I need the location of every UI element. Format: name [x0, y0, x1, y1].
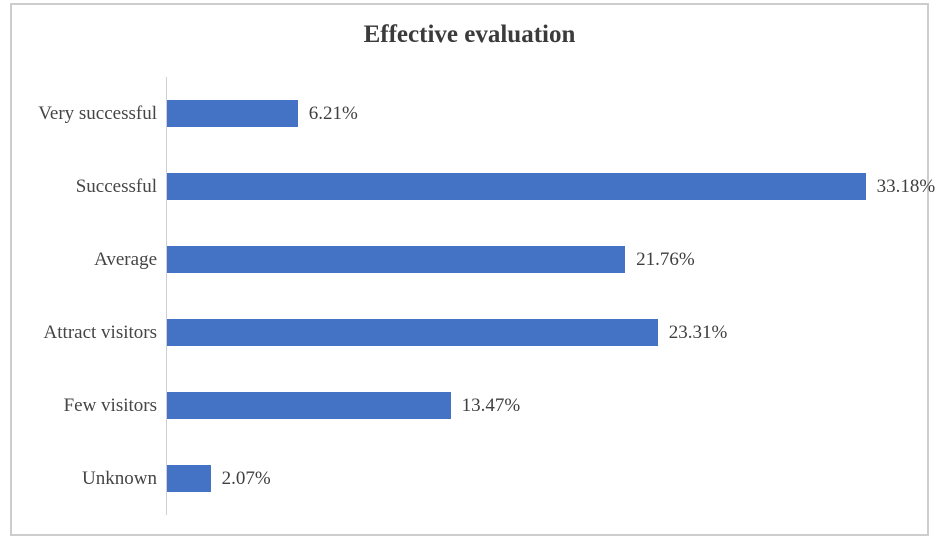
category-label: Attract visitors [43, 321, 157, 343]
chart-row: Attract visitors 23.31% [12, 296, 925, 369]
bar [167, 465, 211, 492]
chart-row: Very successful 6.21% [12, 77, 925, 150]
bar [167, 392, 451, 419]
category-label: Unknown [82, 467, 157, 489]
chart-frame: Effective evaluation Very successful 6.2… [10, 3, 935, 536]
chart-row: Few visitors 13.47% [12, 369, 925, 442]
bar-track: 21.76% [166, 223, 925, 296]
value-label: 6.21% [308, 102, 358, 124]
bar-track: 13.47% [166, 369, 925, 442]
chart-row: Average 21.76% [12, 223, 925, 296]
chart-row: Successful 33.18% [12, 150, 935, 223]
bar-track: 23.31% [166, 296, 925, 369]
value-label: 23.31% [668, 321, 728, 343]
plot-area: Very successful 6.21% Successful 33.18% … [12, 77, 935, 515]
bar [167, 100, 298, 127]
bar [167, 173, 866, 200]
category-label: Successful [75, 175, 157, 197]
value-label: 2.07% [221, 467, 271, 489]
bar [167, 319, 658, 346]
category-label: Few visitors [63, 394, 157, 416]
chart-title: Effective evaluation [363, 21, 576, 48]
bar-track: 2.07% [166, 442, 925, 515]
value-label: 13.47% [461, 394, 521, 416]
bar-track: 33.18% [166, 150, 935, 223]
bar-track: 6.21% [166, 77, 925, 150]
category-label: Very successful [38, 102, 157, 124]
value-label: 33.18% [876, 175, 936, 197]
category-label: Average [94, 248, 157, 270]
bar [167, 246, 626, 273]
chart-row: Unknown 2.07% [12, 442, 925, 515]
value-label: 21.76% [636, 248, 695, 270]
